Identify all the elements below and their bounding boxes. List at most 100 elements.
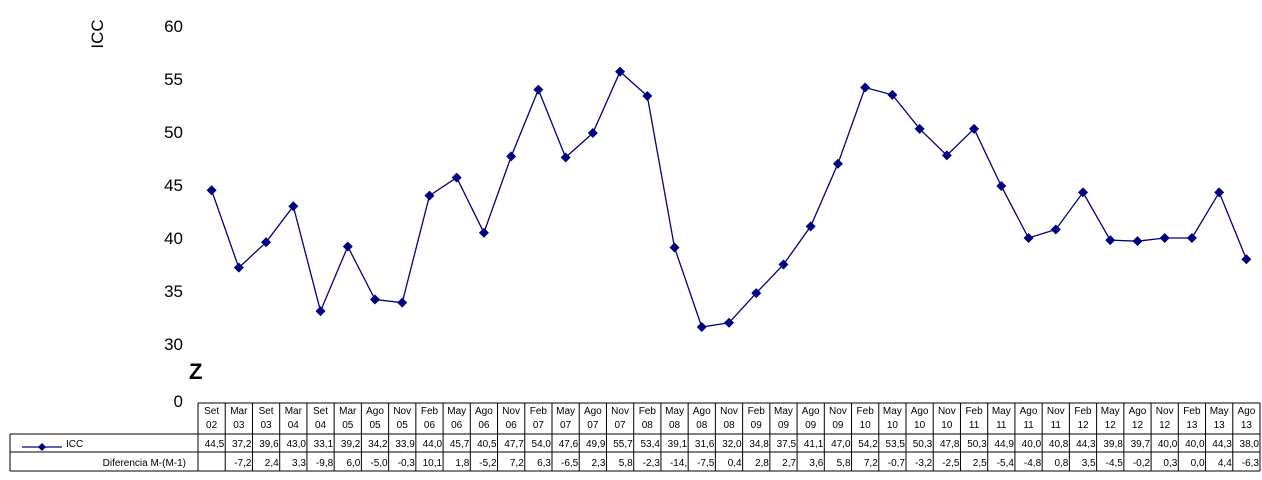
x-tick-label-month: Set	[204, 406, 219, 417]
x-tick-label-month: Ago	[366, 406, 384, 417]
x-tick-label-year: 05	[397, 420, 409, 431]
diferencia-value-cell: 7,2	[510, 458, 524, 469]
x-tick-label-month: Feb	[1183, 406, 1201, 417]
legend-label-icc: ICC	[66, 439, 83, 450]
icc-value-cell: 44,0	[423, 439, 443, 450]
x-tick-label-month: Ago	[802, 406, 820, 417]
x-tick-label-year: 06	[478, 420, 490, 431]
x-tick-label-year: 13	[1214, 420, 1226, 431]
icc-point	[424, 190, 435, 201]
icc-value-cell: 54,0	[532, 439, 552, 450]
icc-point	[451, 172, 462, 183]
diferencia-value-cell: 6,3	[537, 458, 551, 469]
data-table: Set 02 Mar 03 Set 03 Mar 04 Set 04 Mar 05 Ago 05 Nov 05…	[9, 402, 1261, 472]
x-tick-label-year: 10	[941, 420, 953, 431]
x-tick-label-month: Nov	[611, 406, 629, 417]
diferencia-value-cell: -4,5	[1106, 458, 1124, 469]
icc-value-cell: 37,2	[232, 439, 252, 450]
x-tick-label-month: Feb	[748, 406, 766, 417]
icc-value-cell: 44,5	[205, 439, 225, 450]
diferencia-value-cell: 0,0	[1191, 458, 1205, 469]
diferencia-value-cell: -0,3	[398, 458, 416, 469]
icc-point	[1214, 187, 1225, 198]
x-tick-label-year: 13	[1241, 420, 1253, 431]
icc-value-cell: 40,0	[1185, 439, 1205, 450]
x-tick-label-month: May	[1210, 406, 1229, 417]
icc-value-cell: 32,0	[722, 439, 742, 450]
icc-point	[587, 128, 598, 139]
icc-value-cell: 44,9	[994, 439, 1014, 450]
x-tick-label-month: Ago	[911, 406, 929, 417]
icc-value-cell: 54,2	[858, 439, 878, 450]
icc-value-cell: 33,1	[314, 439, 334, 450]
diferencia-value-cell: -7,2	[234, 458, 252, 469]
x-tick-label-year: 03	[233, 420, 245, 431]
diferencia-value-cell: 3,3	[292, 458, 306, 469]
icc-point	[615, 66, 626, 77]
x-tick-label-year: 09	[751, 420, 763, 431]
x-tick-label-month: Ago	[1237, 406, 1255, 417]
diferencia-value-cell: -0,2	[1133, 458, 1151, 469]
x-tick-label-year: 09	[778, 420, 790, 431]
x-tick-label-year: 10	[860, 420, 872, 431]
icc-point	[996, 181, 1007, 192]
icc-value-cell: 40,0	[1022, 439, 1042, 450]
x-tick-label-month: Mar	[339, 406, 357, 417]
icc-point	[1105, 235, 1116, 246]
x-tick-label-year: 07	[560, 420, 572, 431]
diferencia-value-cell: 2,4	[265, 458, 279, 469]
axis-break-mark: Z	[189, 359, 202, 384]
x-tick-label-month: Set	[259, 406, 274, 417]
icc-point	[1241, 254, 1252, 265]
x-tick-label-month: Nov	[1047, 406, 1065, 417]
y-tick-label-zero: 0	[174, 392, 183, 411]
icc-value-cell: 44,3	[1076, 439, 1096, 450]
y-tick-label: 50	[164, 123, 183, 142]
icc-point	[887, 89, 898, 100]
diferencia-value-cell: -0,7	[888, 458, 906, 469]
icc-value-cell: 39,2	[341, 439, 361, 450]
y-axis-label: ICC	[88, 19, 107, 48]
icc-value-cell: 45,7	[450, 439, 470, 450]
icc-point	[642, 90, 653, 101]
diferencia-value-cell: 3,5	[1082, 458, 1096, 469]
x-tick-label-month: Nov	[502, 406, 520, 417]
icc-value-cell: 40,8	[1049, 439, 1069, 450]
diferencia-value-cell: 6,0	[346, 458, 360, 469]
x-tick-label-month: May	[992, 406, 1011, 417]
icc-point	[288, 201, 299, 212]
icc-point	[1078, 187, 1088, 198]
x-tick-label-month: May	[1101, 406, 1120, 417]
icc-point	[941, 150, 952, 161]
icc-value-cell: 39,7	[1131, 439, 1151, 450]
icc-point	[669, 242, 680, 253]
x-tick-label-year: 05	[369, 420, 381, 431]
diferencia-value-cell: -2,3	[643, 458, 661, 469]
icc-point	[560, 152, 571, 163]
icc-value-cell: 49,9	[586, 439, 606, 450]
y-axis: 30 35 40 45 50 55 60 0Z	[164, 17, 202, 411]
x-tick-label-month: Nov	[938, 406, 956, 417]
diferencia-value-cell: -5,2	[479, 458, 497, 469]
x-tick-label-month: Ago	[584, 406, 602, 417]
y-tick-label: 45	[164, 176, 183, 195]
x-tick-label-month: Ago	[693, 406, 711, 417]
icc-point	[1023, 233, 1034, 243]
y-tick-label: 40	[164, 229, 183, 248]
diferencia-value-cell: -14,	[670, 458, 687, 469]
x-tick-label-year: 02	[206, 420, 218, 431]
y-tick-label: 55	[164, 70, 183, 89]
icc-value-cell: 33,9	[395, 439, 415, 450]
x-tick-label-year: 11	[1051, 420, 1062, 431]
icc-point	[778, 259, 789, 270]
diferencia-value-cell: 2,5	[973, 458, 987, 469]
y-tick-label: 30	[164, 335, 183, 354]
diferencia-value-cell: 2,3	[592, 458, 606, 469]
x-tick-label-month: Feb	[421, 406, 439, 417]
x-tick-label-year: 06	[451, 420, 463, 431]
x-tick-label-month: Feb	[639, 406, 657, 417]
x-tick-label-month: May	[883, 406, 902, 417]
icc-point	[751, 288, 762, 299]
icc-value-cell: 53,4	[640, 439, 660, 450]
y-tick-label: 35	[164, 282, 183, 301]
